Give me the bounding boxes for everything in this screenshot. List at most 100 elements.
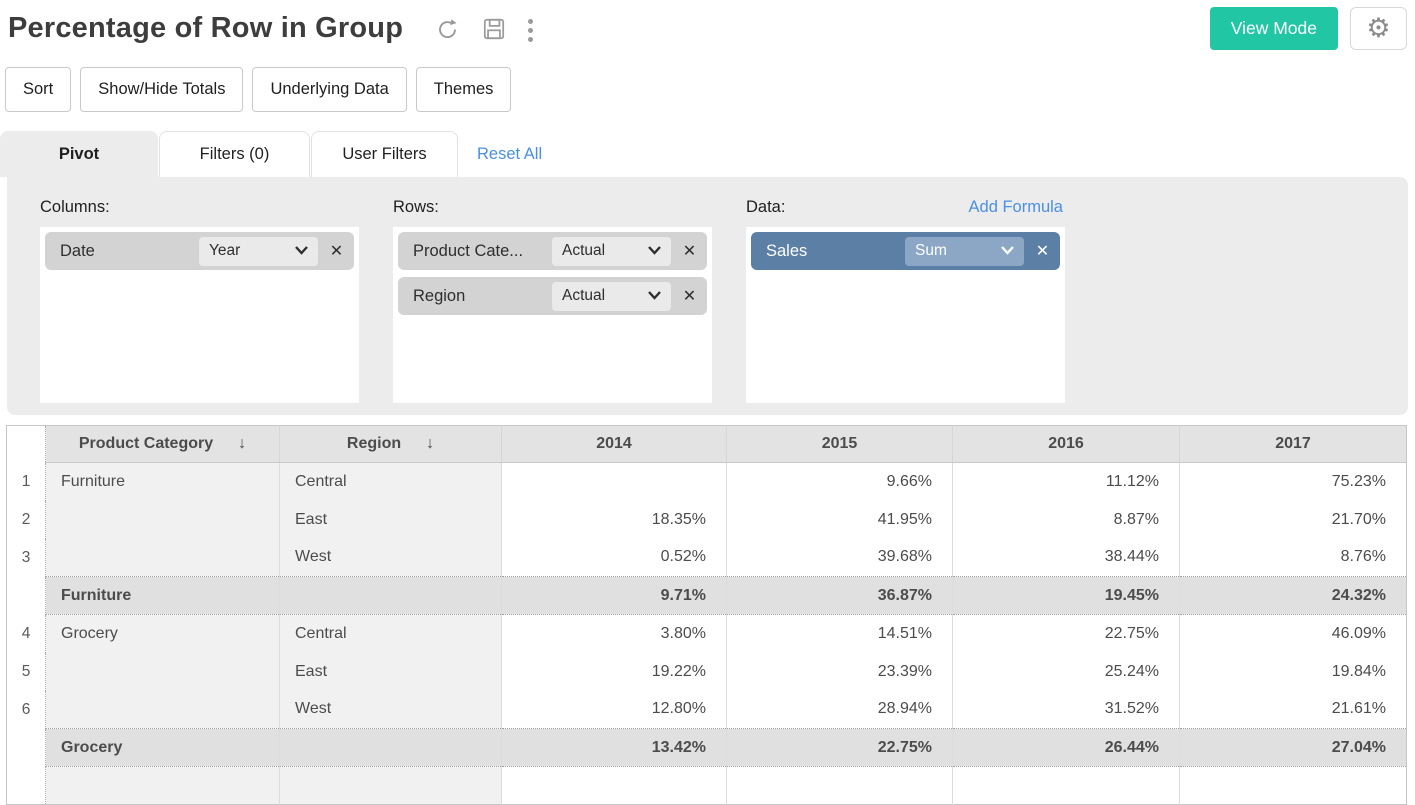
- value-cell: 11.12%: [952, 462, 1180, 501]
- remove-field-button[interactable]: ✕: [1034, 241, 1051, 261]
- value-cell: [726, 766, 953, 805]
- row-number: [6, 728, 46, 767]
- subtotal-value-cell: 9.71%: [501, 576, 727, 615]
- save-button[interactable]: [481, 16, 507, 45]
- chevron-down-icon: [294, 242, 309, 260]
- value-cell: 23.39%: [726, 652, 953, 691]
- column-header-region[interactable]: Region ↓: [279, 425, 502, 463]
- app-header: Percentage of Row in Group View: [0, 0, 1415, 52]
- rows-section: Rows: Product Cate... Actual ✕ Region Ac…: [393, 196, 712, 415]
- region-cell: [279, 576, 502, 615]
- subtotal-value-cell: 13.42%: [501, 728, 727, 767]
- refresh-icon: [435, 17, 460, 45]
- row-number: 3: [6, 538, 46, 577]
- field-pill-date[interactable]: Date Year ✕: [45, 232, 354, 270]
- close-icon: ✕: [682, 243, 697, 260]
- column-header-product-category[interactable]: Product Category ↓: [45, 425, 280, 463]
- subtotal-value-cell: 27.04%: [1179, 728, 1407, 767]
- columns-section: Columns: Date Year ✕: [40, 196, 359, 415]
- rows-label: Rows:: [393, 198, 439, 216]
- value-cell: 19.84%: [1179, 652, 1407, 691]
- category-cell: [45, 538, 280, 577]
- value-cell: 8.76%: [1179, 538, 1407, 577]
- subtotal-label: Furniture: [45, 576, 280, 615]
- title-icon-group: [435, 16, 534, 45]
- tab-pivot[interactable]: Pivot: [0, 131, 158, 177]
- remove-field-button[interactable]: ✕: [681, 241, 698, 261]
- remove-field-button[interactable]: ✕: [681, 286, 698, 306]
- pivot-table: Product Category ↓ Region ↓ 2014 2015 2016…: [6, 425, 1415, 805]
- region-cell: Central: [279, 614, 502, 653]
- region-cell: [279, 728, 502, 767]
- aggregation-select[interactable]: Sum: [905, 236, 1024, 266]
- region-cell: Central: [279, 462, 502, 501]
- data-dropzone[interactable]: Sales Sum ✕: [746, 227, 1065, 403]
- add-formula-link[interactable]: Add Formula: [968, 198, 1063, 216]
- pivot-builder-panel: Columns: Date Year ✕ Rows: Product Cate.…: [7, 177, 1408, 415]
- region-cell: East: [279, 652, 502, 691]
- value-cell: 28.94%: [726, 690, 953, 729]
- field-mode-select[interactable]: Actual: [552, 236, 671, 266]
- underlying-data-button[interactable]: Underlying Data: [252, 67, 407, 112]
- table-row: 2 East 18.35% 41.95% 8.87% 21.70%: [6, 500, 1407, 539]
- column-header-2015[interactable]: 2015: [726, 425, 953, 463]
- column-header-2017[interactable]: 2017: [1179, 425, 1407, 463]
- row-number: 2: [6, 500, 46, 539]
- field-name: Product Cate...: [413, 241, 524, 260]
- subtotal-value-cell: 19.45%: [952, 576, 1180, 615]
- more-options-button[interactable]: [528, 19, 534, 42]
- tab-filters[interactable]: Filters (0): [159, 131, 310, 177]
- sort-desc-icon: ↓: [238, 435, 247, 452]
- table-row: 4 Grocery Central 3.80% 14.51% 22.75% 46…: [6, 614, 1407, 653]
- chevron-down-icon: [1000, 242, 1015, 260]
- gear-icon: ⚙: [1366, 13, 1391, 43]
- category-cell: [45, 500, 280, 539]
- column-header-2014[interactable]: 2014: [501, 425, 727, 463]
- columns-label: Columns:: [40, 198, 110, 216]
- category-cell: [45, 690, 280, 729]
- subtotal-row: Grocery 13.42% 22.75% 26.44% 27.04%: [6, 728, 1407, 767]
- value-cell: 75.23%: [1179, 462, 1407, 501]
- category-cell: [45, 652, 280, 691]
- settings-button[interactable]: ⚙: [1350, 7, 1407, 50]
- field-pill-product-category[interactable]: Product Cate... Actual ✕: [398, 232, 707, 270]
- field-granularity-select[interactable]: Year: [199, 236, 318, 266]
- subtotal-value-cell: 22.75%: [726, 728, 953, 767]
- show-hide-totals-button[interactable]: Show/Hide Totals: [80, 67, 244, 112]
- tab-user-filters[interactable]: User Filters: [311, 131, 458, 177]
- value-cell: 31.52%: [952, 690, 1180, 729]
- row-number: 6: [6, 690, 46, 729]
- field-mode-select[interactable]: Actual: [552, 281, 671, 311]
- close-icon: ✕: [329, 243, 344, 260]
- chevron-down-icon: [647, 242, 662, 260]
- value-cell: 3.80%: [501, 614, 727, 653]
- value-cell: 19.22%: [501, 652, 727, 691]
- region-cell: [279, 766, 502, 805]
- sort-desc-icon: ↓: [426, 435, 435, 452]
- column-header-2016[interactable]: 2016: [952, 425, 1180, 463]
- region-cell: West: [279, 538, 502, 577]
- value-cell: 0.52%: [501, 538, 727, 577]
- table-row: [6, 766, 1407, 805]
- value-cell: 39.68%: [726, 538, 953, 577]
- field-pill-sales[interactable]: Sales Sum ✕: [751, 232, 1060, 270]
- field-pill-region[interactable]: Region Actual ✕: [398, 277, 707, 315]
- row-number: [6, 766, 46, 805]
- row-number-header: [6, 425, 46, 463]
- columns-dropzone[interactable]: Date Year ✕: [40, 227, 359, 403]
- save-icon: [481, 16, 507, 45]
- themes-button[interactable]: Themes: [415, 67, 512, 112]
- toolbar: Sort Show/Hide Totals Underlying Data Th…: [5, 67, 1415, 112]
- table-row: 1 Furniture Central 9.66% 11.12% 75.23%: [6, 462, 1407, 501]
- view-mode-button[interactable]: View Mode: [1209, 7, 1338, 50]
- reset-all-link[interactable]: Reset All: [477, 144, 543, 163]
- value-cell: 21.70%: [1179, 500, 1407, 539]
- table-row: 6 West 12.80% 28.94% 31.52% 21.61%: [6, 690, 1407, 729]
- data-label: Data:: [746, 198, 786, 216]
- category-cell: Grocery: [45, 614, 280, 653]
- rows-dropzone[interactable]: Product Cate... Actual ✕ Region Actual: [393, 227, 712, 403]
- refresh-button[interactable]: [435, 17, 460, 45]
- table-header-row: Product Category ↓ Region ↓ 2014 2015 2016…: [6, 425, 1407, 463]
- remove-field-button[interactable]: ✕: [328, 241, 345, 261]
- sort-button[interactable]: Sort: [5, 67, 72, 112]
